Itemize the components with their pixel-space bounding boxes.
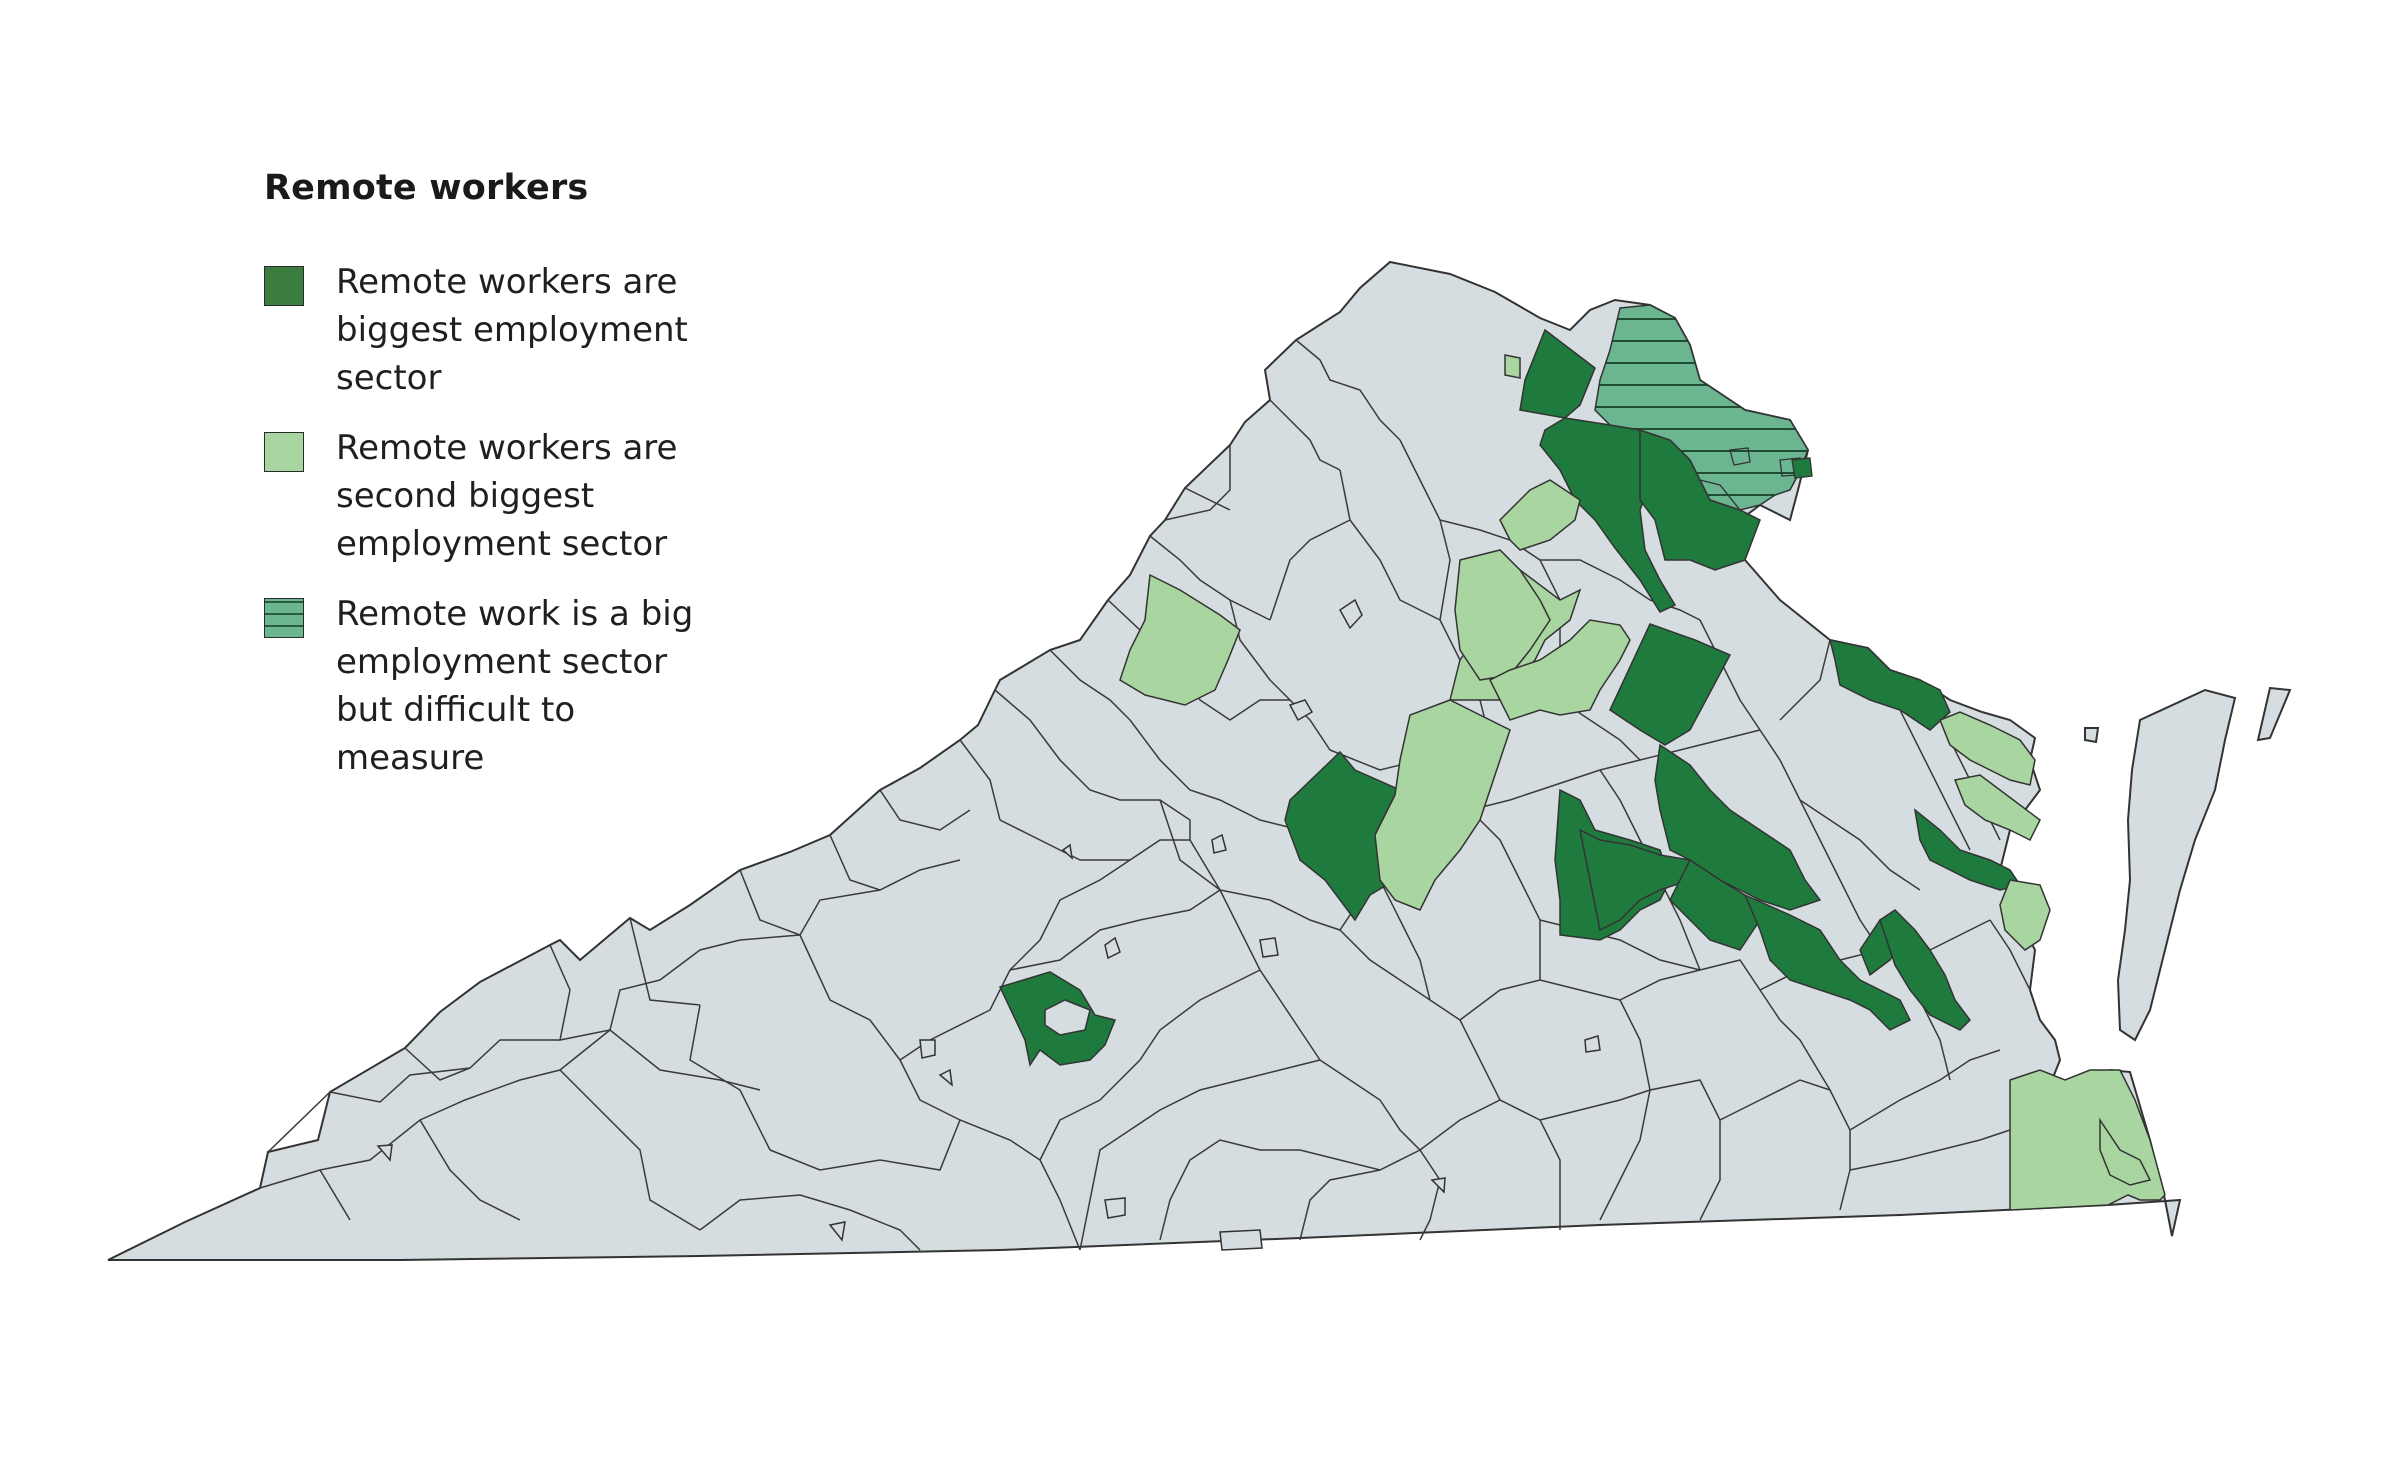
legend-swatch-hatched [264, 598, 304, 638]
legend-item-hatched: Remote work is a big employment sector b… [264, 590, 784, 782]
counties-hatched [1594, 304, 1809, 511]
legend-swatch-light-green [264, 432, 304, 472]
legend-swatch-dark-green [264, 266, 304, 306]
map-legend: Remote workers Remote workers are bigges… [264, 168, 784, 804]
counties-biggest-sector [998, 328, 2022, 1067]
city-in-dark-county [1044, 999, 1091, 1036]
dark-city-north [1791, 457, 1813, 479]
legend-label-second: Remote workers are second biggest employ… [336, 428, 678, 564]
eastern-shore-tip [2256, 686, 2292, 742]
eastern-shore [2116, 688, 2237, 1042]
counties-second-sector [1119, 354, 2166, 1211]
legend-item-second: Remote workers are second biggest employ… [264, 424, 784, 568]
tangier-island [2084, 727, 2100, 744]
legend-item-biggest: Remote workers are biggest employment se… [264, 258, 784, 402]
independent-cities [376, 598, 1601, 1251]
legend-label-hatched: Remote work is a big employment sector b… [336, 594, 694, 778]
legend-label-biggest: Remote workers are biggest employment se… [336, 262, 688, 398]
legend-title: Remote workers [264, 168, 589, 208]
